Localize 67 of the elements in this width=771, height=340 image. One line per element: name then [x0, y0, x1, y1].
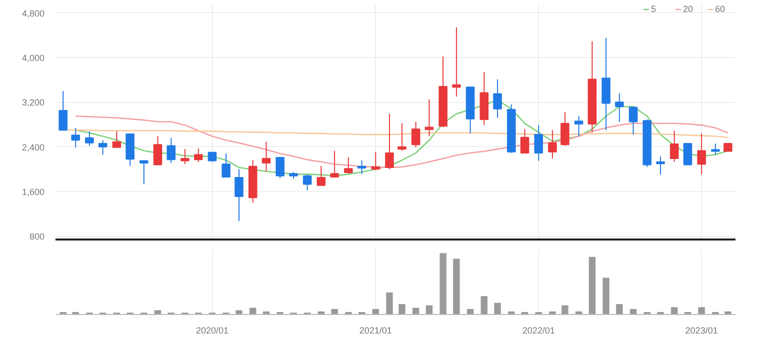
- x-tick-label: 2020/01: [196, 326, 228, 336]
- candlestick: [262, 141, 271, 172]
- bar: [236, 310, 242, 314]
- bar: [426, 305, 433, 314]
- candlestick: [697, 132, 706, 175]
- bar: [154, 310, 162, 314]
- candlestick: [520, 128, 530, 154]
- bar: [386, 292, 393, 314]
- bar: [453, 258, 460, 314]
- candlestick: [316, 165, 326, 186]
- bar: [480, 296, 488, 314]
- bar: [616, 304, 623, 314]
- candlestick: [344, 156, 353, 174]
- candlestick: [385, 113, 394, 170]
- candlestick: [302, 174, 312, 191]
- y-tick-label: 3,200: [22, 98, 45, 108]
- candlestick: [711, 142, 720, 156]
- candlestick: [398, 122, 406, 152]
- candlestick: [166, 137, 176, 164]
- candlestick: [371, 151, 380, 171]
- bar: [331, 308, 338, 314]
- x-tick-label: 2023/01: [685, 326, 718, 336]
- bar: [440, 253, 446, 314]
- bar: [494, 302, 501, 314]
- y-tick-label: 800: [29, 232, 45, 242]
- x-tick-label: 2021/01: [359, 326, 392, 336]
- candlestick: [411, 121, 420, 148]
- bar: [588, 256, 596, 314]
- candlestick: [153, 136, 162, 166]
- candlestick: [628, 106, 638, 136]
- candlestick: [112, 130, 122, 148]
- y-tick-label: 2,400: [22, 142, 45, 152]
- bar: [562, 305, 568, 314]
- candlestick: [180, 148, 190, 165]
- candlestick: [615, 92, 624, 122]
- candlestick: [98, 140, 108, 156]
- candlestick: [493, 78, 502, 118]
- legend-label: 5: [651, 4, 658, 14]
- bar: [670, 307, 678, 314]
- candlestick: [330, 150, 339, 178]
- candlestick: [574, 116, 584, 137]
- candlestick: [656, 156, 665, 176]
- candlestick: [534, 124, 543, 162]
- candlestick: [222, 153, 230, 178]
- candlestick: [194, 148, 203, 162]
- bar: [602, 278, 610, 314]
- candlestick: [670, 130, 679, 162]
- bar: [698, 307, 705, 314]
- candlestick: [424, 98, 434, 137]
- y-tick-label: 1,600: [22, 186, 45, 197]
- bar: [398, 304, 406, 314]
- x-tick-label: 2022/01: [522, 326, 555, 336]
- candlestick: [234, 168, 244, 222]
- candlestick: [683, 142, 692, 166]
- candlestick: [58, 90, 68, 131]
- y-tick-label: 4,000: [22, 53, 45, 64]
- candlestick: [71, 127, 80, 148]
- candlestick: [560, 112, 570, 146]
- candlestick: [276, 156, 284, 179]
- candlestick: [548, 130, 557, 160]
- candlestick: [452, 26, 461, 98]
- candlestick: [140, 160, 148, 185]
- y-tick-label: 4,800: [22, 8, 45, 18]
- candlestick: [357, 160, 366, 175]
- candlestick: [85, 130, 94, 146]
- legend-label: 60: [715, 4, 726, 14]
- legend-label: 20: [683, 4, 694, 14]
